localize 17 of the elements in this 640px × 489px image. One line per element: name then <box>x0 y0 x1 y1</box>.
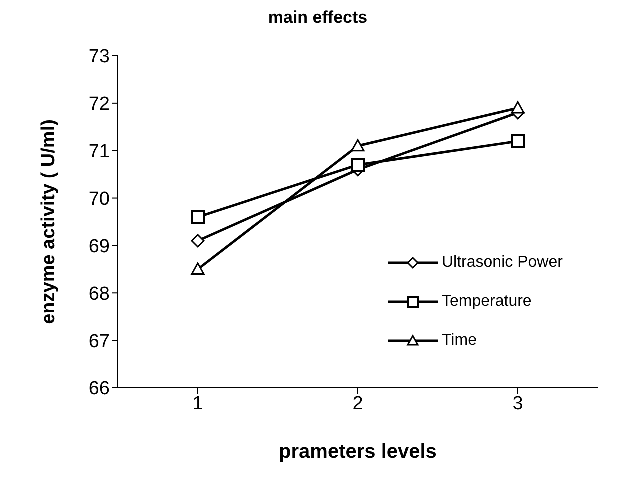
x-tick-label: 2 <box>352 393 364 414</box>
y-tick-label: 69 <box>88 236 110 258</box>
x-tick-label: 1 <box>192 393 204 414</box>
y-tick-label: 67 <box>88 331 110 352</box>
legend-label: Time <box>442 332 477 350</box>
y-tick-label: 72 <box>88 94 110 116</box>
x-tick-label: 3 <box>512 393 524 414</box>
y-tick-label: 70 <box>88 189 110 210</box>
y-tick-label: 71 <box>88 142 110 163</box>
y-tick-label: 73 <box>88 46 110 68</box>
y-tick-label: 68 <box>88 284 110 305</box>
chart-title: main effects <box>267 8 369 29</box>
legend-label: Temperature <box>442 292 532 310</box>
x-axis-title: prameters levels <box>279 441 437 463</box>
y-tick-label: 66 <box>88 378 110 400</box>
y-axis-title: enzyme activity ( U/ml) <box>38 120 60 324</box>
legend-label: Ultrasonic Power <box>442 254 563 272</box>
